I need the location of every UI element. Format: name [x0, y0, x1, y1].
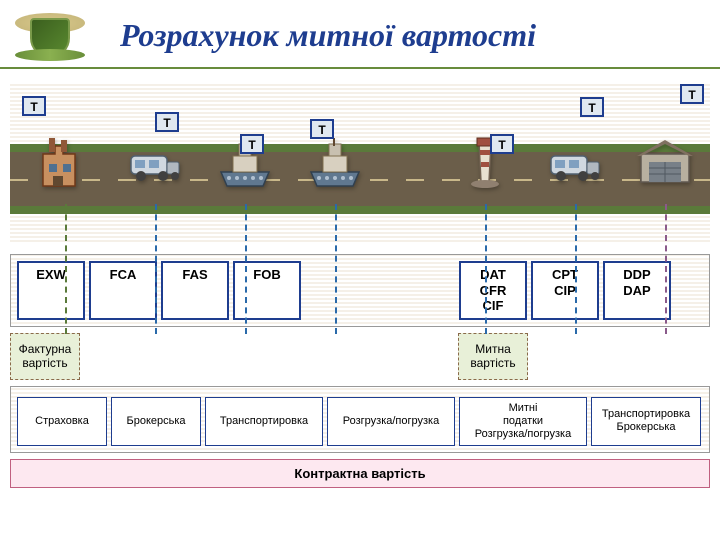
t-marker: Т	[490, 134, 514, 154]
guide-line	[245, 204, 247, 334]
t-marker: Т	[22, 96, 46, 116]
page-title: Розрахунок митної вартості	[120, 17, 536, 54]
incoterm-FOB: FOB	[233, 261, 301, 320]
guide-line	[155, 204, 157, 334]
guide-line	[665, 204, 667, 334]
contract-value: Контрактна вартість	[10, 459, 710, 488]
guide-line	[575, 204, 577, 334]
cost-box: Страховка	[17, 397, 107, 447]
costs-row: СтраховкаБрокерськаТранспортировкаРозгру…	[10, 386, 710, 454]
incoterm-FAS: FAS	[161, 261, 229, 320]
header: Розрахунок митної вартості	[0, 0, 720, 69]
coat-of-arms	[10, 8, 90, 63]
cost-box: МитніподаткиРозгрузка/погрузка	[459, 397, 587, 447]
t-marker: Т	[155, 112, 179, 132]
incoterm-EXW: EXW	[17, 261, 85, 320]
transport-node-truck	[125, 134, 185, 194]
incoterm-DDP: DDPDAP	[603, 261, 671, 320]
incoterm-CPT: CPTCIP	[531, 261, 599, 320]
cost-box: Розгрузка/погрузка	[327, 397, 455, 447]
transport-node-warehouse	[635, 134, 695, 194]
cost-box: ТранспортировкаБрокерська	[591, 397, 701, 447]
incoterm-DAT: DATCFRCIF	[459, 261, 527, 320]
transport-node-ship	[305, 134, 365, 194]
value-box: Митнавартість	[458, 333, 528, 380]
value-box: Фактурнавартість	[10, 333, 80, 380]
t-marker: Т	[680, 84, 704, 104]
guide-line	[335, 204, 337, 334]
cost-box: Транспортировка	[205, 397, 323, 447]
incoterms-row: EXWFCAFASFOB DATCFRCIFCPTCIPDDPDAP	[10, 254, 710, 327]
t-marker: Т	[580, 97, 604, 117]
value-row: Фактурнавартість Митнавартість	[10, 333, 710, 380]
guide-line	[65, 204, 67, 334]
cost-box: Брокерська	[111, 397, 201, 447]
transport-node-factory	[35, 134, 95, 194]
transport-node-truck	[545, 134, 605, 194]
transport-stage: Т Т Т Т Т Т Т	[10, 84, 710, 244]
incoterm-FCA: FCA	[89, 261, 157, 320]
t-marker: Т	[310, 119, 334, 139]
guide-line	[485, 204, 487, 334]
t-marker: Т	[240, 134, 264, 154]
